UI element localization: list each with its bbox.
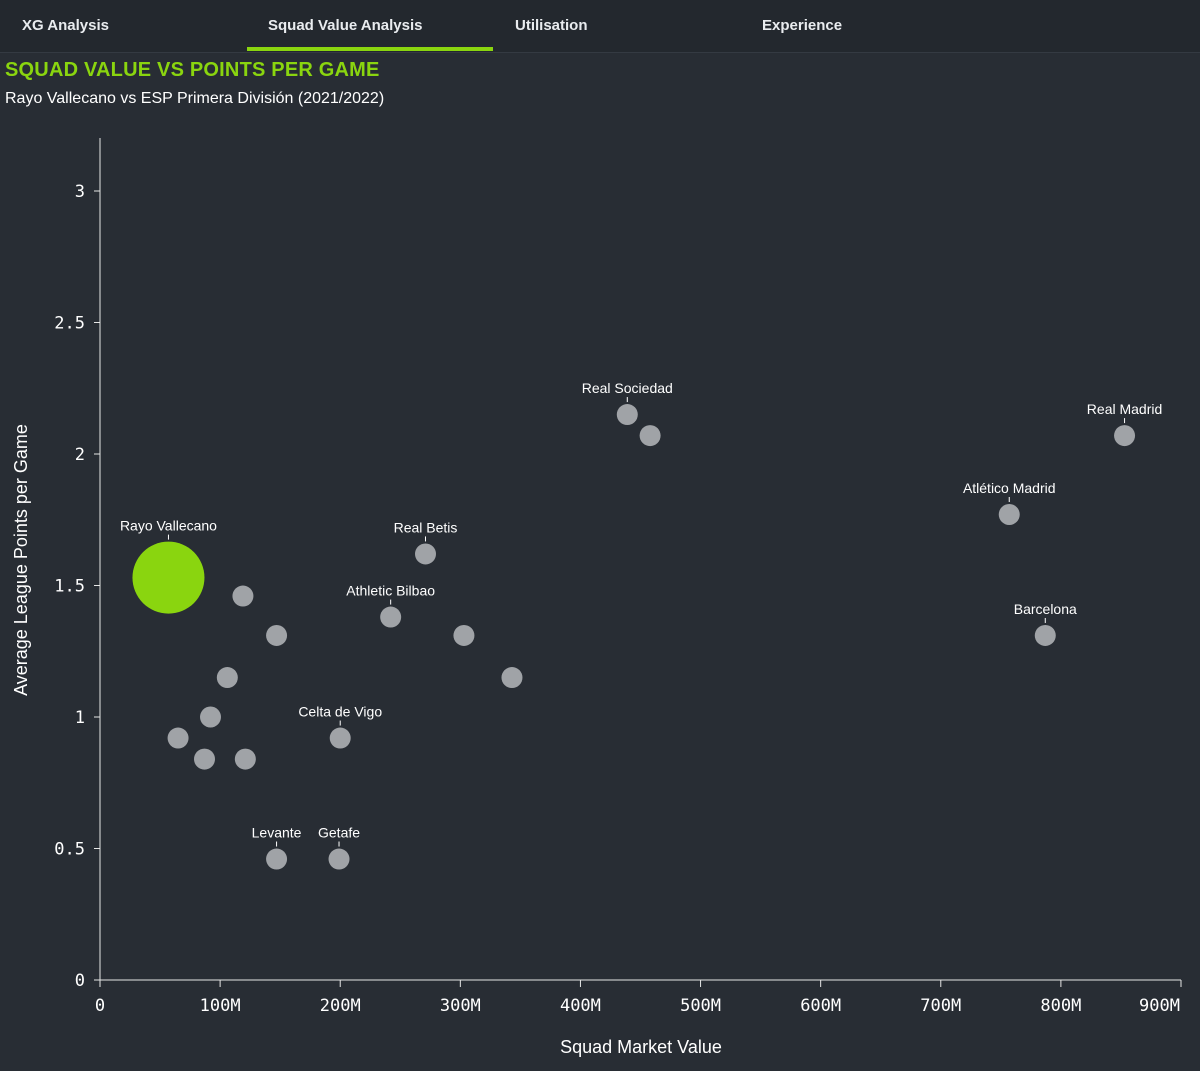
chart-points: Levante Getafe Celta de Vigo Athletic Bilba… [120,380,1162,870]
chart-axes: 0 0.5 1 1.5 2 2.5 3 0 100M 200M 300M 400M 500M 600M 70… [54,138,1182,1016]
x-tick-label: 500M [680,996,721,1016]
y-tick-label: 1 [75,708,85,728]
data-point [266,848,288,870]
point-label: Levante [252,825,302,841]
y-tick-label: 3 [75,182,85,202]
point-label: Real Madrid [1087,401,1162,417]
tab-xg-analysis[interactable]: XG Analysis [22,17,109,34]
data-point [328,848,350,870]
point-label: Rayo Vallecano [120,518,217,534]
point-label: Barcelona [1014,601,1077,617]
chart-subtitle: Rayo Vallecano vs ESP Primera División (… [5,90,385,107]
y-axis-title: Average League Points per Game [11,424,31,696]
data-point [193,748,215,770]
x-tick-label: 400M [560,996,601,1016]
data-point [415,543,437,565]
data-point [234,748,256,770]
point-label: Celta de Vigo [298,704,382,720]
highlight-point [132,541,205,614]
tab-experience[interactable]: Experience [762,17,843,34]
y-tick-label: 0.5 [54,840,85,860]
data-point [329,727,351,749]
data-point [453,624,475,646]
point-label: Athletic Bilbao [346,583,435,599]
chart-title: SQUAD VALUE VS POINTS PER GAME [5,59,380,81]
tab-utilisation[interactable]: Utilisation [515,17,588,34]
tab-bar: XG Analysis Squad Value Analysis Utilisa… [0,0,1200,53]
data-point [232,585,254,607]
data-point [380,606,402,628]
y-tick-label: 2 [75,445,85,465]
point-label: Real Betis [394,519,458,535]
data-point [1114,425,1136,447]
data-point [616,404,638,426]
x-tick-label: 600M [800,996,841,1016]
tab-squad-value-analysis[interactable]: Squad Value Analysis [268,17,423,34]
x-tick-label: 300M [440,996,481,1016]
x-tick-label: 100M [200,996,241,1016]
y-tick-label: 1.5 [54,577,85,597]
data-point [167,727,189,749]
y-tick-label: 2.5 [54,314,85,334]
data-point [216,667,238,689]
x-tick-label: 900M [1139,996,1180,1016]
x-tick-label: 0 [95,996,105,1016]
data-point [639,425,661,447]
data-point [998,503,1020,525]
x-tick-label: 800M [1040,996,1081,1016]
point-label: Atlético Madrid [963,480,1056,496]
active-tab-indicator [247,47,493,51]
x-tick-label: 700M [920,996,961,1016]
data-point [200,706,222,728]
data-point [266,624,288,646]
point-label: Getafe [318,825,360,841]
x-tick-label: 200M [320,996,361,1016]
x-axis-title: Squad Market Value [560,1037,722,1057]
data-point [1034,624,1056,646]
y-tick-label: 0 [75,971,85,991]
scatter-chart: 0 0.5 1 1.5 2 2.5 3 0 100M 200M 300M 400M 500M 600M 70… [11,138,1182,1057]
data-point [501,667,523,689]
point-label: Real Sociedad [582,380,673,396]
